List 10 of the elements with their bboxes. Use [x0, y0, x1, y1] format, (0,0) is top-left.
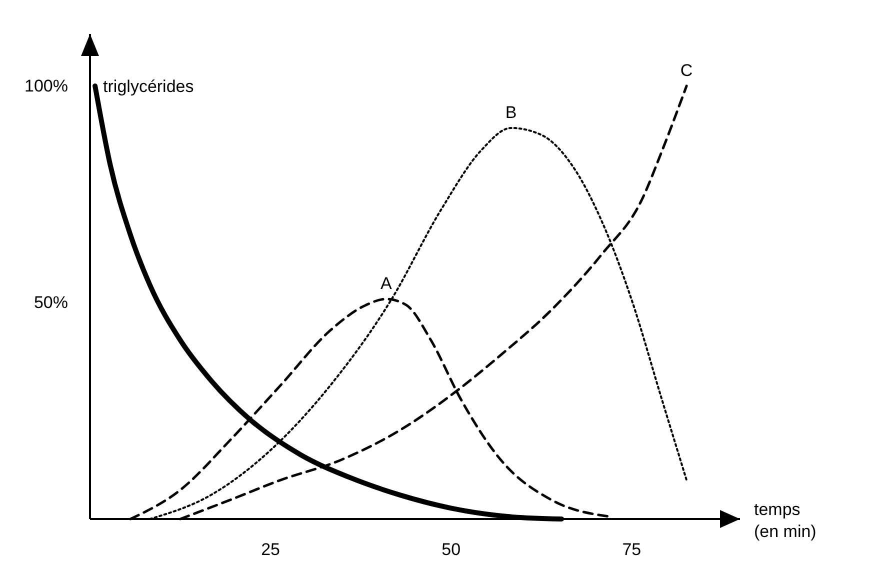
series-label: A [380, 274, 392, 294]
x-tick-label: 25 [261, 540, 280, 560]
x-tick-label: 50 [442, 540, 461, 560]
series-label: C [680, 60, 693, 80]
series-label: B [505, 102, 517, 122]
x-axis-title: temps (en min) [754, 500, 816, 541]
series-label: triglycérides [103, 76, 194, 96]
y-tick-label: 50% [34, 292, 68, 312]
x-tick-label: 75 [622, 540, 642, 560]
y-tick-label: 100% [24, 76, 68, 96]
